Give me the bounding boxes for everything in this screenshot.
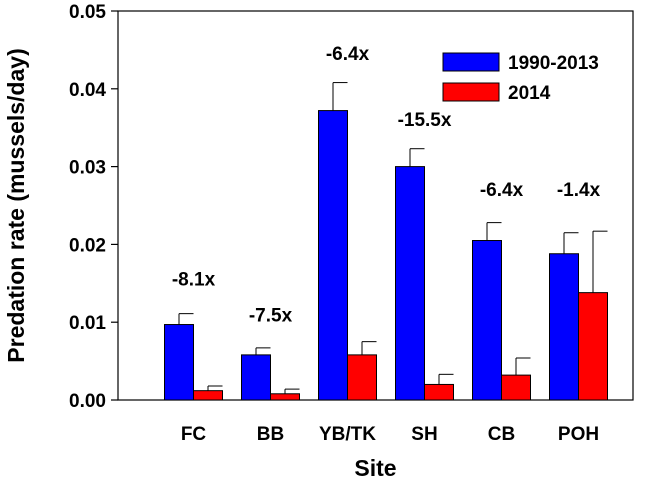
x-tick-label: YB/TK <box>319 424 376 445</box>
bar-1990-2013-CB <box>472 240 502 401</box>
bar-2014-CB <box>501 374 531 401</box>
x-tick-label: POH <box>558 424 599 445</box>
y-axis-ticks: 0.00 0.01 0.02 0.03 0.04 0.05 <box>69 2 118 412</box>
y-tick-label: 0.03 <box>69 158 106 179</box>
bar-2014-YB/TK <box>347 354 377 401</box>
fold-change-annotations: -8.1x -7.5x -6.4x -15.5x -6.4x -1.4x <box>172 44 601 326</box>
bar-1990-2013-SH <box>395 166 425 401</box>
bar-2014-FC <box>193 390 223 401</box>
x-tick-label: SH <box>411 424 437 445</box>
error-bars-layer <box>178 82 608 394</box>
y-axis-title: Predation rate (mussels/day) <box>3 48 29 362</box>
legend-label: 1990-2013 <box>508 53 599 74</box>
category-labels: FC BB YB/TK SH CB POH <box>181 424 599 445</box>
x-axis-title: Site <box>354 455 396 481</box>
bars-layer <box>164 110 608 401</box>
x-tick-label: FC <box>181 424 207 445</box>
fold-change-label: -15.5x <box>398 110 452 131</box>
bar-2014-SH <box>424 383 454 401</box>
fold-change-label: -7.5x <box>249 305 293 326</box>
x-tick-label: BB <box>257 424 284 445</box>
y-tick-label: 0.04 <box>69 80 106 101</box>
legend-label: 2014 <box>508 83 551 104</box>
fold-change-label: -8.1x <box>172 270 216 291</box>
bar-1990-2013-FC <box>164 324 194 401</box>
y-tick-label: 0.01 <box>69 313 106 334</box>
bar-1990-2013-YB/TK <box>318 110 348 401</box>
legend-swatch <box>442 52 500 72</box>
bar-2014-POH <box>578 292 608 401</box>
legend: 1990-2013 2014 <box>442 52 599 104</box>
fold-change-label: -6.4x <box>326 44 370 65</box>
y-tick-label: 0.05 <box>69 2 106 23</box>
legend-swatch <box>442 82 500 102</box>
y-tick-label: 0.00 <box>69 391 106 412</box>
bar-1990-2013-POH <box>549 253 579 401</box>
bar-2014-BB <box>270 393 300 401</box>
bar-1990-2013-BB <box>241 354 271 401</box>
fold-change-label: -6.4x <box>480 180 524 201</box>
y-tick-label: 0.02 <box>69 235 106 256</box>
fold-change-label: -1.4x <box>557 180 601 201</box>
x-tick-label: CB <box>488 424 515 445</box>
